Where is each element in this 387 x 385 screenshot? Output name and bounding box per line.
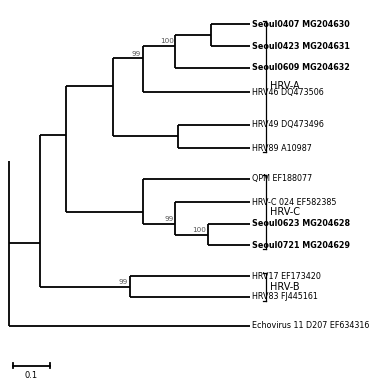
Text: HRV46 DQ473506: HRV46 DQ473506 — [252, 88, 324, 97]
Text: QPM EF188077: QPM EF188077 — [252, 174, 312, 183]
Text: 99: 99 — [119, 279, 128, 285]
Text: Seoul0623 MG204628: Seoul0623 MG204628 — [252, 219, 350, 228]
Text: 0.1: 0.1 — [25, 372, 38, 380]
Text: 100: 100 — [160, 38, 173, 45]
Text: 99: 99 — [132, 51, 141, 57]
Text: Seoul0423 MG204631: Seoul0423 MG204631 — [252, 42, 350, 50]
Text: HRV-C 024 EF582385: HRV-C 024 EF582385 — [252, 198, 336, 207]
Text: HRV49 DQ473496: HRV49 DQ473496 — [252, 121, 324, 129]
Text: HRV-A: HRV-A — [270, 81, 300, 91]
Text: Seoul0407 MG204630: Seoul0407 MG204630 — [252, 20, 350, 29]
Text: HRV-C: HRV-C — [270, 207, 300, 217]
Text: HRV83 FJ445161: HRV83 FJ445161 — [252, 293, 318, 301]
Text: 100: 100 — [192, 227, 206, 233]
Text: HRV17 EF173420: HRV17 EF173420 — [252, 272, 321, 281]
Text: HRV-B: HRV-B — [270, 281, 300, 291]
Text: HRV89 A10987: HRV89 A10987 — [252, 144, 312, 152]
Text: Echovirus 11 D207 EF634316: Echovirus 11 D207 EF634316 — [252, 321, 369, 330]
Text: 99: 99 — [164, 216, 173, 222]
Text: Seoul0721 MG204629: Seoul0721 MG204629 — [252, 241, 350, 250]
Text: Seoul0609 MG204632: Seoul0609 MG204632 — [252, 63, 350, 72]
